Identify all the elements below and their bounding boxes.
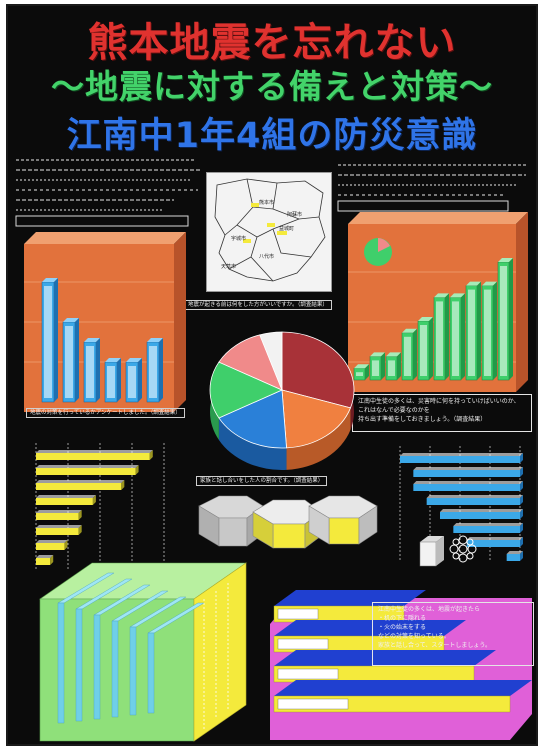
hbar [36, 510, 82, 520]
hbar [413, 481, 523, 491]
bar [401, 328, 417, 381]
bar [449, 293, 465, 381]
bar [465, 281, 481, 381]
stair-step [273, 620, 466, 653]
map-label: 熊本市 [259, 200, 275, 206]
right-mini-pie-slice [378, 238, 390, 252]
map-caption: 地震が起きる前は何をした方がいいですか。（調査結果） [184, 300, 332, 310]
title-subtitle: 〜地震に対する備えと対策〜 [51, 67, 493, 106]
bottom-right-text-box: 江南中生徒の多くは、地震が起きたら ・机の下に隠れる ・火の始末をする などの対… [372, 602, 534, 666]
right-bar-chart [348, 212, 528, 392]
bar [83, 338, 100, 403]
bar [497, 258, 513, 381]
right-panel-top [348, 212, 528, 224]
bar [369, 352, 385, 381]
left-hbar-chart [35, 443, 165, 569]
pie-chart [209, 331, 355, 470]
cube-chart [39, 562, 247, 742]
cube-bar [93, 584, 151, 720]
bar [41, 278, 58, 403]
hbar [36, 450, 153, 460]
map-label: 阿蘇市 [287, 212, 303, 218]
bar [125, 358, 142, 403]
cube-bar [57, 572, 115, 724]
hbar [400, 453, 523, 463]
hbar [466, 537, 523, 547]
bar [481, 281, 497, 381]
bar [417, 317, 433, 381]
bar [385, 352, 401, 381]
small-box-icon [419, 536, 444, 567]
hbar [453, 523, 523, 533]
map-label: 宇城市 [231, 236, 247, 242]
stair-step [273, 590, 426, 623]
map-label: 益城町 [279, 226, 295, 232]
hbar [36, 465, 139, 475]
hbar [413, 467, 523, 477]
pie-slice [281, 389, 352, 449]
hbar [440, 509, 523, 519]
stair-step [273, 680, 532, 713]
pie-slice [209, 361, 283, 419]
cube-bar [75, 578, 133, 722]
cube-side [193, 562, 247, 742]
hbar [36, 480, 125, 490]
left-bar-chart [24, 232, 186, 412]
bar [62, 318, 79, 403]
hbar [506, 551, 523, 561]
hexagon-prism [308, 495, 378, 545]
stair-step [273, 650, 496, 683]
left-panel-side [174, 232, 186, 412]
bar [433, 293, 449, 381]
right-panel-side [516, 212, 528, 392]
title-main: 熊本地震を忘れない [87, 20, 457, 66]
flower-icon [449, 535, 477, 563]
map-label: 天草市 [221, 264, 237, 270]
hexagon-prisms [198, 495, 378, 549]
title-class: 江南中1年4組の防災意識 [66, 116, 478, 156]
right-hbar-chart [399, 446, 523, 562]
left-panel-top [24, 232, 186, 244]
top-left-text-area [15, 159, 200, 227]
left-chart-caption: 地震の対策を行っているかアンケートしました。（調査結果） [26, 408, 185, 418]
hbar [36, 495, 96, 505]
pie-slice [259, 331, 283, 391]
staircase-chart [270, 590, 532, 740]
pie-slice [218, 389, 287, 449]
hbar [36, 525, 82, 535]
bar [104, 358, 121, 403]
pie-slice-side [286, 407, 351, 470]
right-mid-text-box: 江南中生徒の多くは、災害時に何を持っていけばいいのか、 これはなんで必要なのかを… [352, 394, 532, 432]
hbar [426, 495, 523, 505]
bar [353, 364, 369, 381]
poster: 熊本地震を忘れない 〜地震に対する備えと対策〜 江南中1年4組の防災意識 [6, 4, 538, 746]
hbar [36, 555, 54, 565]
pie-caption: 家族と話し合いをした人の割合です。（調査結果） [196, 476, 328, 486]
hbar [36, 540, 68, 550]
cube-bar [111, 590, 169, 718]
top-right-text-area [337, 164, 528, 212]
kumamoto-map: 熊本市 阿蘇市 益城町 宇城市 八代市 天草市 [206, 172, 332, 292]
map-label: 八代市 [259, 254, 275, 260]
pie-slice [281, 331, 355, 409]
pie-slice-side [218, 417, 287, 470]
map-outline [214, 178, 326, 282]
bar [146, 338, 163, 403]
cube-bar [129, 596, 187, 716]
